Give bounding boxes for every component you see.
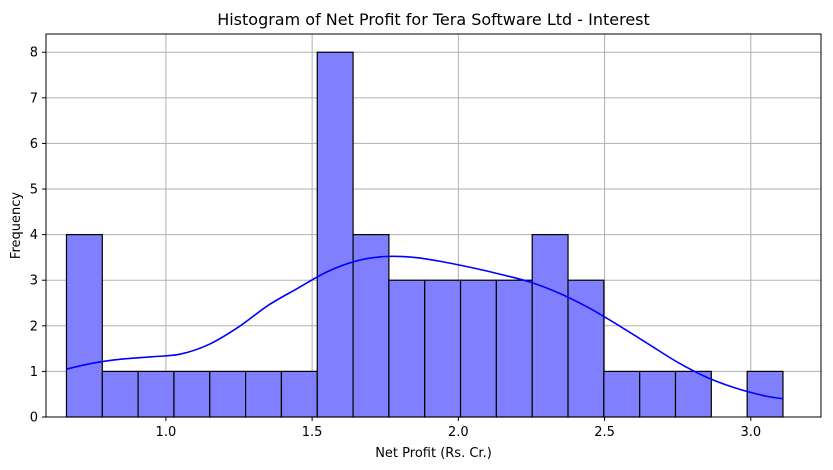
- y-ticks: 0 1 2 3 4 5 6 7 8: [30, 46, 46, 426]
- histogram-bar: [746, 370, 784, 418]
- y-tick-label: 6: [30, 137, 38, 152]
- chart-title: Histogram of Net Profit for Tera Softwar…: [217, 10, 650, 29]
- histogram-bar: [674, 370, 712, 418]
- y-tick-label: 1: [30, 365, 38, 380]
- histogram-bar: [173, 370, 211, 418]
- histogram-bar: [65, 234, 103, 418]
- y-tick-label: 8: [30, 46, 38, 61]
- histogram-bar: [459, 279, 497, 418]
- y-tick-label: 2: [30, 319, 38, 334]
- x-axis-title: Net Profit (Rs. Cr.): [375, 446, 492, 461]
- y-tick-label: 3: [30, 274, 38, 289]
- histogram-bar: [603, 370, 641, 418]
- histogram-bar: [352, 234, 390, 418]
- histogram-bar: [244, 370, 283, 418]
- x-tick-label: 2.0: [448, 425, 469, 440]
- histogram-bar: [101, 370, 139, 418]
- y-tick-label: 7: [30, 91, 38, 106]
- histogram-bar: [280, 370, 318, 418]
- kde-curve: [66, 255, 784, 400]
- y-axis-title: Frequency: [9, 192, 24, 259]
- x-tick-label: 2.5: [594, 425, 615, 440]
- histogram-bar: [388, 279, 426, 418]
- histogram-bar: [531, 234, 569, 418]
- kde-layer: [66, 255, 784, 400]
- x-tick-label: 1.5: [302, 425, 323, 440]
- y-tick-label: 4: [30, 228, 38, 243]
- histogram-bar: [495, 279, 533, 418]
- x-ticks: 1.0 1.5 2.0 2.5 3.0: [156, 417, 761, 440]
- histogram-bar: [424, 279, 462, 418]
- x-tick-label: 3.0: [740, 425, 761, 440]
- y-tick-label: 5: [30, 183, 38, 198]
- histogram-bar: [567, 279, 605, 418]
- y-tick-label: 0: [30, 411, 38, 426]
- histogram-bar: [137, 370, 175, 418]
- x-tick-label: 1.0: [156, 425, 177, 440]
- histogram-bar: [209, 370, 247, 418]
- histogram-bar: [639, 370, 677, 418]
- plot-frame: [45, 33, 822, 418]
- histogram-bar: [316, 51, 354, 418]
